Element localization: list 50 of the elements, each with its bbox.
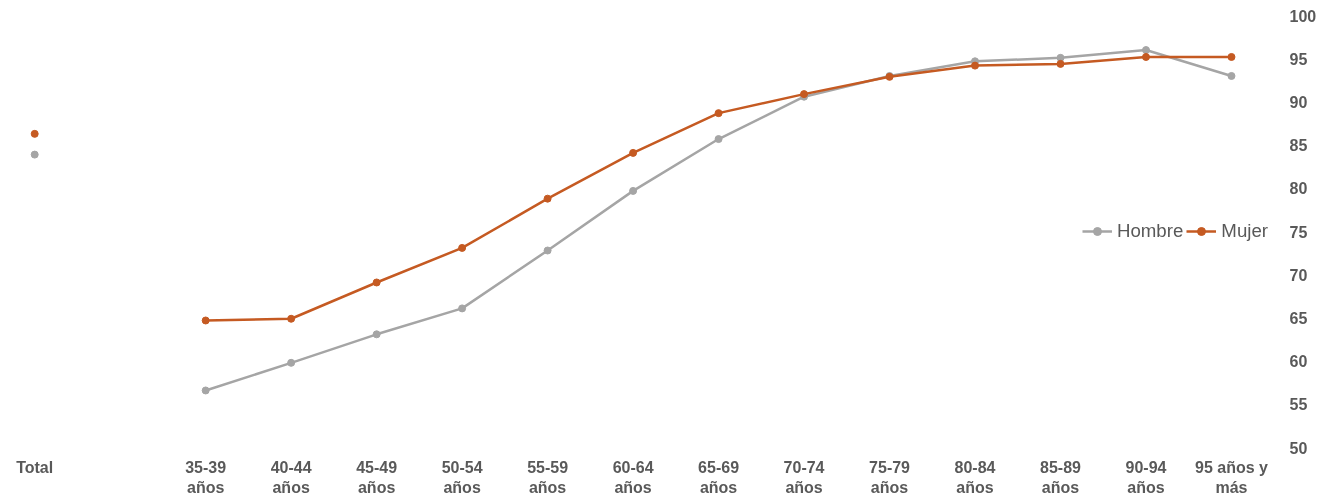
y-tick-label: 55 bbox=[1289, 396, 1308, 414]
x-tick-label: 70-74 años bbox=[783, 458, 825, 496]
x-tick-label: 90-94 años bbox=[1125, 458, 1167, 496]
x-tick-label: 60-64 años bbox=[612, 458, 654, 496]
x-tick-label: 40-44 años bbox=[270, 458, 312, 496]
x-tick-label: 50-54 años bbox=[441, 458, 483, 496]
y-tick-label: 80 bbox=[1289, 180, 1308, 198]
point bbox=[714, 109, 723, 118]
point bbox=[1227, 52, 1236, 61]
point bbox=[543, 194, 552, 203]
point bbox=[629, 186, 638, 195]
y-tick-label: 100 bbox=[1289, 7, 1317, 25]
point bbox=[30, 129, 39, 138]
point bbox=[1142, 52, 1150, 61]
x-tick-label: Total bbox=[16, 458, 54, 476]
x-tick-label: 45-49 años bbox=[356, 458, 398, 496]
x-tick-label: 65-69 años bbox=[698, 458, 740, 496]
point bbox=[201, 316, 210, 325]
point bbox=[1227, 71, 1236, 80]
legend-label: Mujer bbox=[1221, 220, 1268, 242]
point bbox=[201, 386, 210, 395]
point bbox=[372, 330, 381, 339]
y-tick-label: 50 bbox=[1289, 439, 1308, 457]
y-tick-label: 95 bbox=[1289, 50, 1308, 68]
point bbox=[1056, 59, 1065, 68]
point bbox=[1142, 46, 1150, 55]
x-tick-label: 85-89 años bbox=[1040, 458, 1082, 496]
y-tick-label: 75 bbox=[1289, 223, 1308, 241]
point bbox=[629, 148, 638, 157]
y-tick-label: 90 bbox=[1289, 93, 1308, 111]
legend-label: Hombre bbox=[1116, 220, 1184, 242]
point bbox=[287, 358, 296, 367]
y-tick-label: 85 bbox=[1289, 137, 1308, 155]
point bbox=[372, 278, 381, 287]
x-tick-label: 55-59 años bbox=[527, 458, 569, 496]
x-tick-label: 75-79 años bbox=[869, 458, 911, 496]
point bbox=[458, 243, 467, 252]
point bbox=[971, 61, 980, 70]
x-tick-label: 80-84 años bbox=[954, 458, 996, 496]
y-tick-label: 60 bbox=[1289, 353, 1308, 371]
x-tick-label: 35-39 años bbox=[185, 458, 227, 496]
point bbox=[30, 150, 39, 159]
x-tick-label: 95 años y más bbox=[1195, 458, 1269, 496]
point bbox=[287, 314, 296, 323]
point bbox=[1056, 53, 1065, 62]
y-tick-label: 70 bbox=[1289, 266, 1308, 284]
y-tick-label: 65 bbox=[1289, 309, 1308, 327]
point bbox=[714, 135, 723, 144]
point bbox=[458, 304, 467, 313]
point bbox=[543, 246, 552, 255]
